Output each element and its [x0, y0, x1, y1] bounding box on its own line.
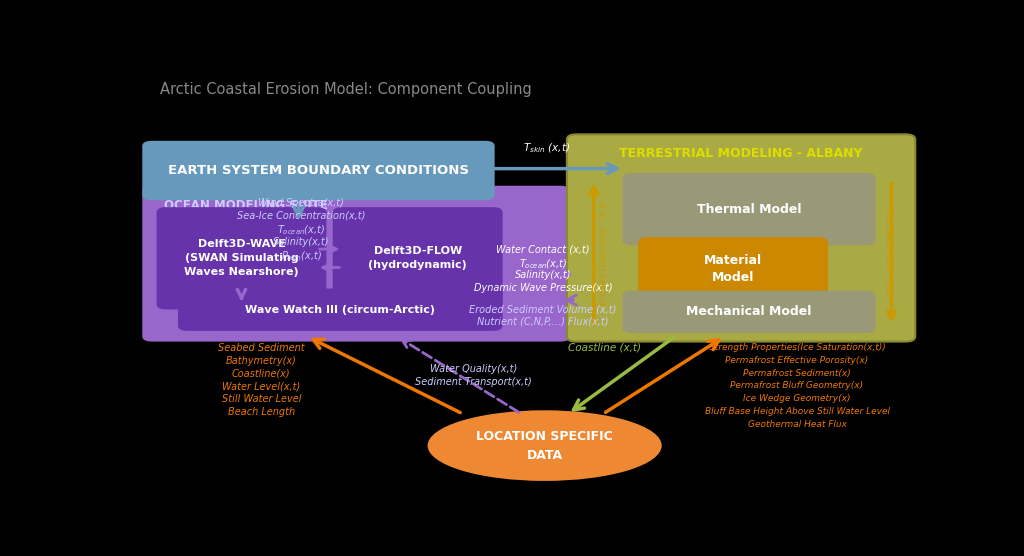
Text: Sea-Ice Concentration(x,t): Sea-Ice Concentration(x,t)	[237, 211, 366, 221]
Text: EARTH SYSTEM BOUNDARY CONDITIONS: EARTH SYSTEM BOUNDARY CONDITIONS	[168, 164, 469, 177]
Text: Mechanical Model: Mechanical Model	[686, 305, 812, 319]
Text: Geothermal Heat Flux: Geothermal Heat Flux	[748, 420, 847, 429]
FancyBboxPatch shape	[623, 173, 876, 245]
Text: Permafrost Sediment(x): Permafrost Sediment(x)	[743, 369, 851, 378]
Text: Water Level(x,t): Water Level(x,t)	[222, 381, 300, 391]
Text: Nutrient (C,N,P,...) Flux(x,t): Nutrient (C,N,P,...) Flux(x,t)	[477, 316, 609, 326]
FancyBboxPatch shape	[142, 186, 570, 341]
Text: $T_{ocean}$(x,t): $T_{ocean}$(x,t)	[276, 224, 325, 237]
Text: OCEAN MODELING SUITE: OCEAN MODELING SUITE	[164, 198, 328, 212]
Text: Seabed Sediment: Seabed Sediment	[218, 343, 304, 353]
Text: Coastline (x,t): Coastline (x,t)	[567, 343, 641, 353]
FancyBboxPatch shape	[623, 291, 876, 333]
FancyBboxPatch shape	[142, 141, 495, 200]
Text: Material
Model: Material Model	[705, 254, 762, 284]
Text: Ice Saturation  (x,t): Ice Saturation (x,t)	[884, 209, 893, 297]
Text: Wave Watch III (circum-Arctic): Wave Watch III (circum-Arctic)	[246, 305, 435, 315]
FancyBboxPatch shape	[333, 207, 503, 310]
Text: Thermal Model: Thermal Model	[696, 202, 801, 216]
Text: Coastline(x): Coastline(x)	[232, 369, 291, 379]
Text: Permafrost Effective Porosity(x): Permafrost Effective Porosity(x)	[725, 356, 868, 365]
Text: Eroded Sediment Volume (x,t): Eroded Sediment Volume (x,t)	[469, 304, 616, 314]
Text: Arctic Coastal Erosion Model: Component Coupling: Arctic Coastal Erosion Model: Component …	[160, 82, 531, 97]
Text: Permafrost Bluff Geometry(x): Permafrost Bluff Geometry(x)	[730, 381, 863, 390]
Text: Water Quality(x,t)
Sediment Transport(x,t): Water Quality(x,t) Sediment Transport(x,…	[415, 364, 531, 388]
FancyBboxPatch shape	[178, 289, 503, 331]
Text: Bluff Base Height Above Still Water Level: Bluff Base Height Above Still Water Leve…	[705, 407, 890, 416]
Text: Water Contact (x,t): Water Contact (x,t)	[497, 245, 590, 255]
Text: LOCATION SPECIFIC
DATA: LOCATION SPECIFIC DATA	[476, 430, 613, 461]
Text: Salinity(x,t): Salinity(x,t)	[515, 270, 571, 280]
FancyBboxPatch shape	[567, 135, 915, 341]
Text: $T_{skin}$ (x,t): $T_{skin}$ (x,t)	[522, 142, 569, 155]
Ellipse shape	[428, 410, 662, 481]
Text: Wind Spectra(x,t): Wind Spectra(x,t)	[258, 198, 344, 208]
FancyBboxPatch shape	[638, 237, 828, 301]
Text: Eroded Geometry  (x,t): Eroded Geometry (x,t)	[599, 201, 608, 305]
Text: $T_{ocean}$(x,t): $T_{ocean}$(x,t)	[519, 257, 567, 271]
Text: $P_{atm}$(x,t): $P_{atm}$(x,t)	[281, 250, 322, 263]
Text: Still Water Level: Still Water Level	[221, 394, 301, 404]
Text: Salinity(x,t): Salinity(x,t)	[272, 237, 330, 247]
FancyBboxPatch shape	[157, 207, 327, 310]
Text: Dynamic Wave Pressure(x,t): Dynamic Wave Pressure(x,t)	[474, 283, 612, 293]
Text: Strength Properties(Ice Saturation(x,t)): Strength Properties(Ice Saturation(x,t))	[709, 343, 886, 352]
Text: Beach Length: Beach Length	[227, 407, 295, 417]
Text: Ice Wedge Geometry(x): Ice Wedge Geometry(x)	[743, 394, 851, 403]
Text: Delft3D-WAVE
(SWAN Simulating
Waves Nearshore): Delft3D-WAVE (SWAN Simulating Waves Near…	[184, 239, 299, 277]
Text: Bathymetry(x): Bathymetry(x)	[226, 356, 297, 366]
Text: TERRESTRIAL MODELING - ALBANY: TERRESTRIAL MODELING - ALBANY	[620, 147, 863, 160]
Text: Delft3D-FLOW
(hydrodynamic): Delft3D-FLOW (hydrodynamic)	[369, 246, 467, 270]
